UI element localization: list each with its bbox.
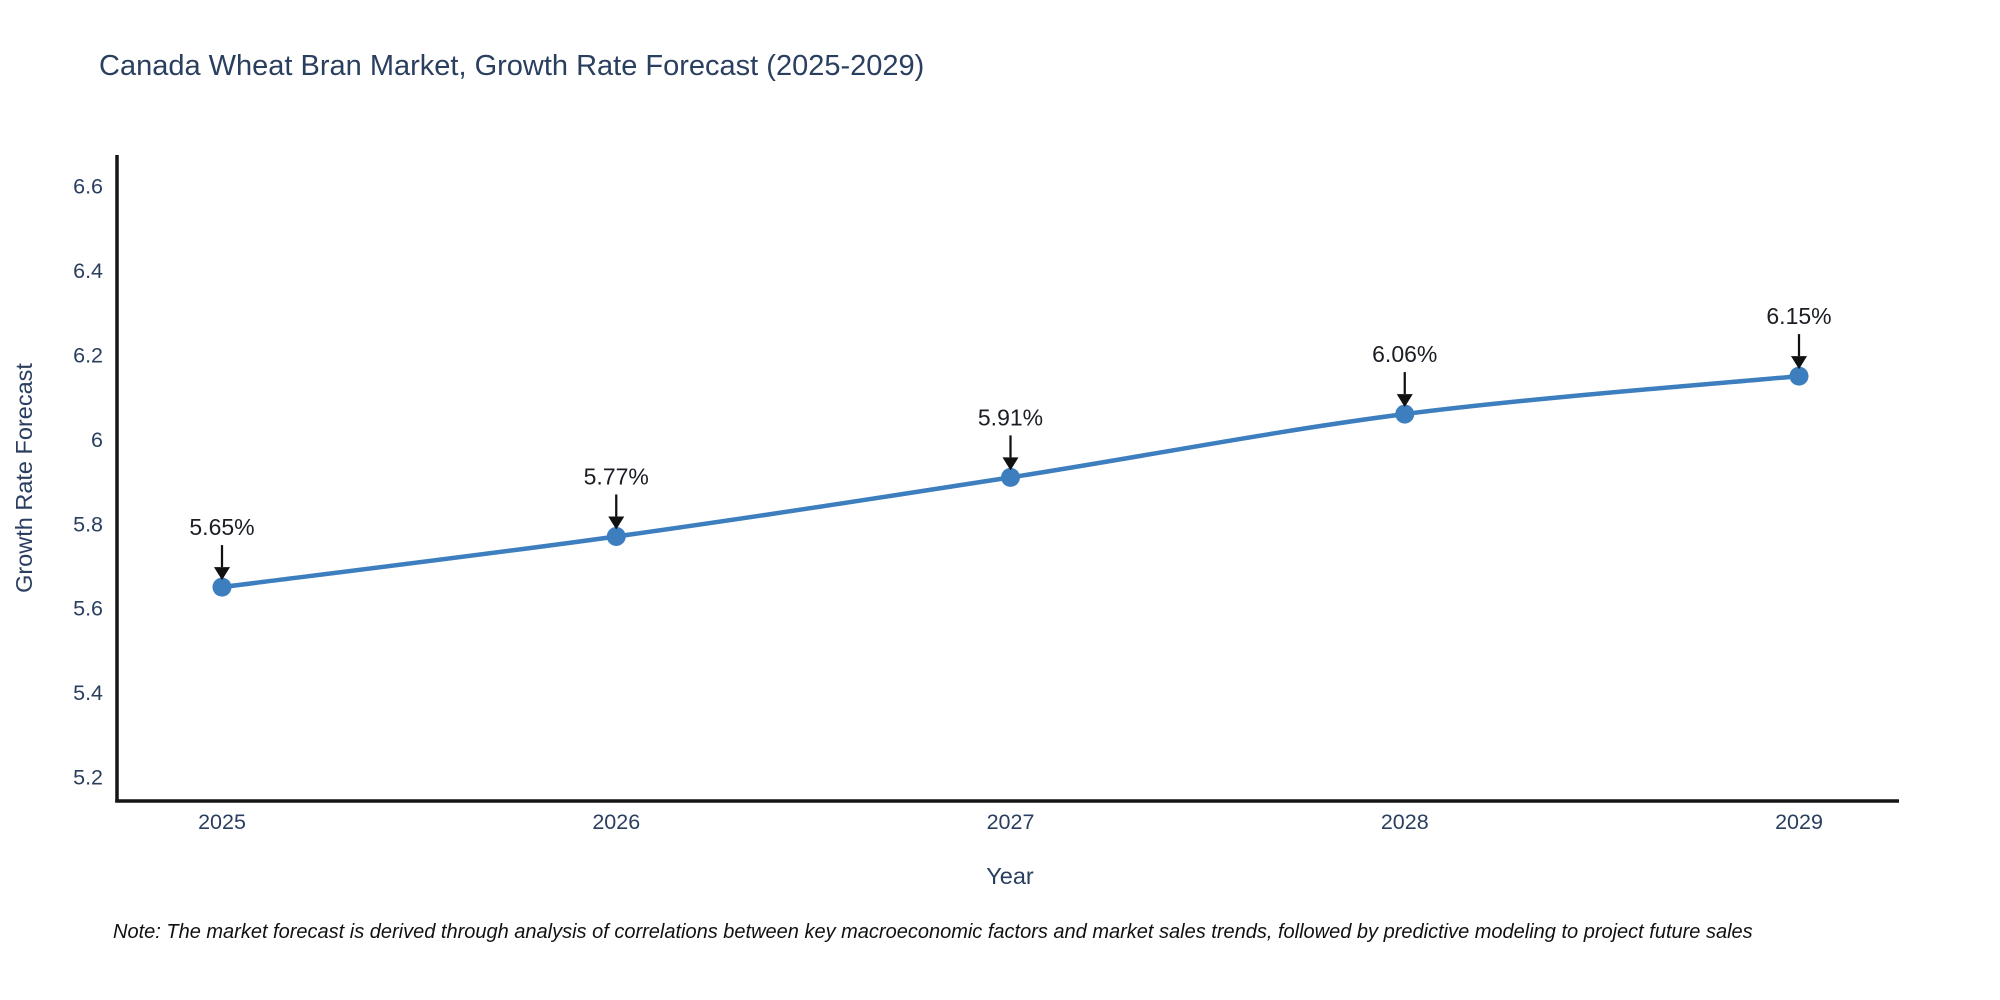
data-point-marker [1395,404,1415,424]
annotations-group: 5.65% 5.77% 5.91% 6.06% 6.15% [189,303,1832,581]
y-tick-label: 6.6 [73,175,103,199]
x-tick-label: 2026 [592,810,640,834]
y-tick-label: 6.4 [73,259,103,283]
annotation-arrowhead-icon [1002,457,1019,471]
x-tick-label: 2027 [987,810,1035,834]
x-axis-title: Year [986,863,1034,889]
x-tick-label: 2025 [198,810,246,834]
footnote: Note: The market forecast is derived thr… [113,921,1753,943]
annotation-label: 6.15% [1766,303,1831,329]
data-point-marker [606,526,626,546]
annotation-label: 5.65% [189,514,254,540]
y-tick-label: 5.8 [73,512,103,536]
x-tick-label: 2028 [1381,810,1429,834]
annotation-arrowhead-icon [214,567,230,581]
y-axis-title: Growth Rate Forecast [11,363,37,593]
data-point-marker [1001,467,1020,487]
y-tick-label: 5.6 [73,597,103,621]
y-axis-tick-labels: 5.2 5.4 5.6 5.8 6 6.2 6.4 6.6 [73,175,103,790]
y-tick-label: 6 [91,428,103,452]
y-tick-label: 5.2 [73,766,103,790]
y-tick-label: 6.2 [73,344,103,368]
annotation-label: 5.77% [584,463,649,489]
annotation-label: 5.91% [978,404,1043,430]
annotation-label: 6.06% [1372,341,1437,367]
chart-title: Canada Wheat Bran Market, Growth Rate Fo… [99,50,925,82]
annotation-arrowhead-icon [608,516,625,530]
y-tick-label: 5.4 [73,681,103,705]
annotation-arrowhead-icon [1396,394,1413,408]
annotation-arrowhead-icon [1791,356,1807,370]
x-axis-tick-labels: 2025 2026 2027 2028 2029 [198,810,1823,834]
series-group [212,366,1809,597]
data-point-marker [1789,366,1809,386]
data-point-marker [212,577,232,597]
x-tick-label: 2029 [1775,810,1823,834]
